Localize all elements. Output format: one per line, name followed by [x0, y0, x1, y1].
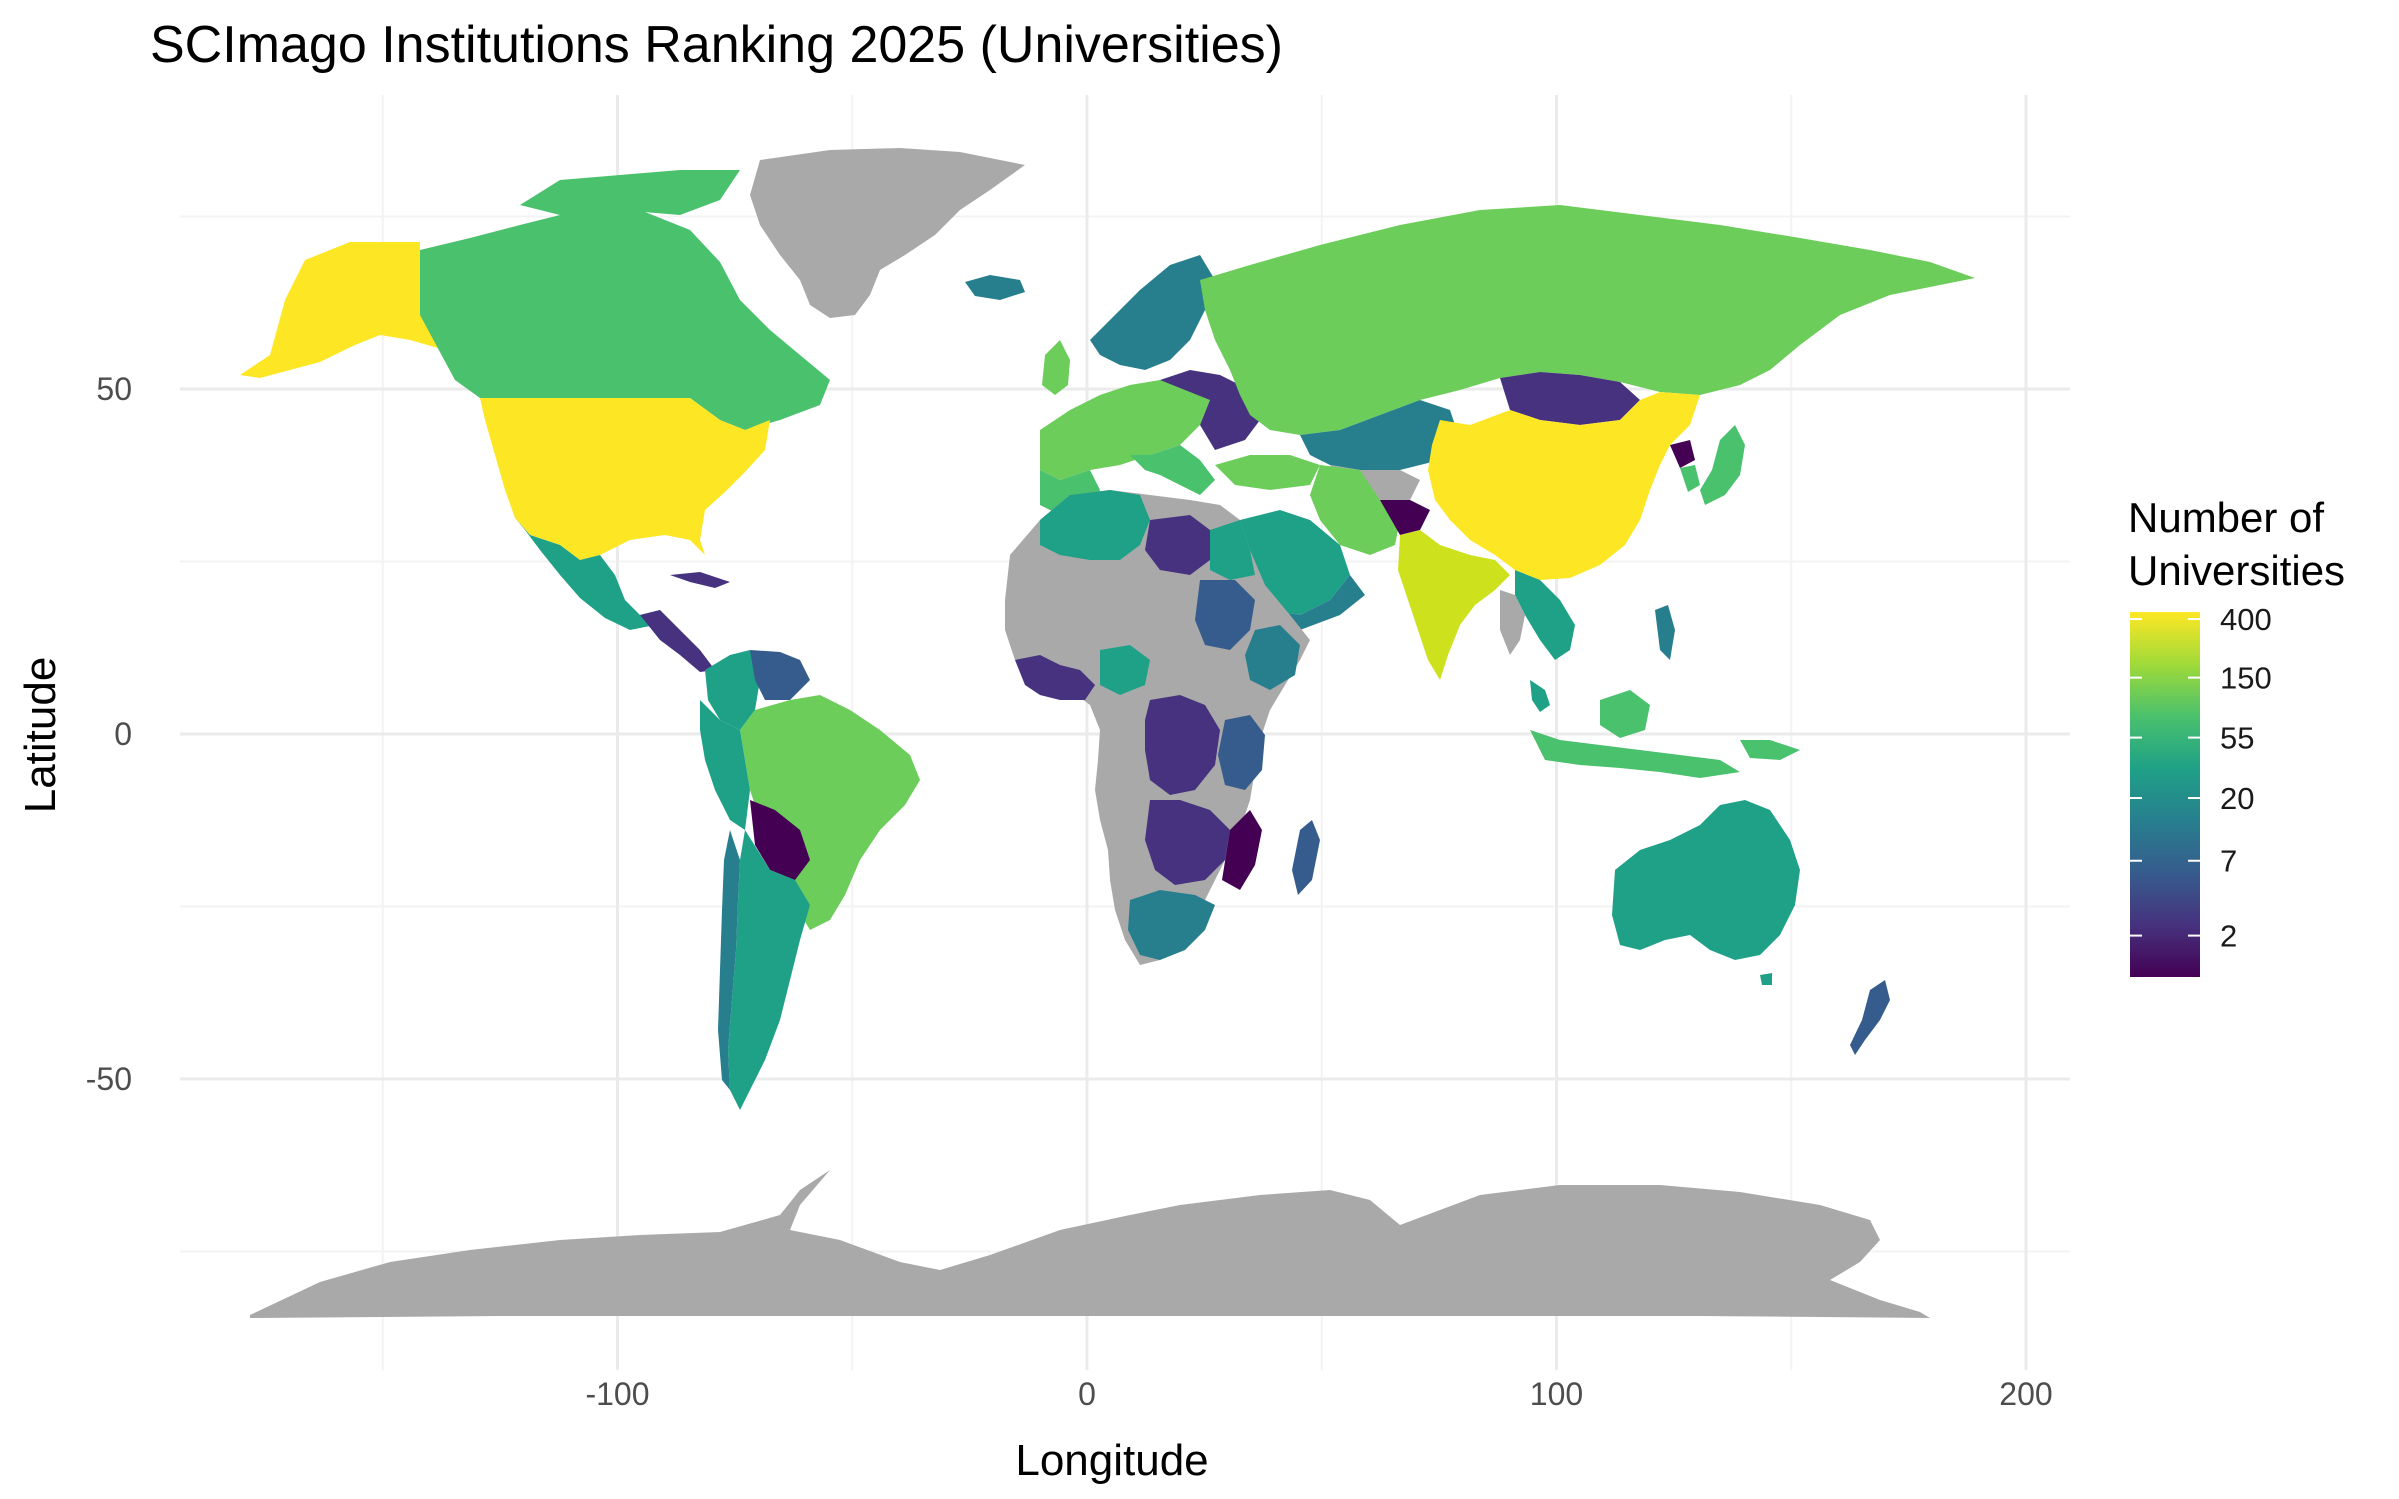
canada	[420, 205, 830, 430]
kazakhstan	[1300, 400, 1460, 470]
legend-colorbar	[2130, 612, 2200, 977]
turkey	[1215, 455, 1320, 490]
south-africa	[1128, 890, 1215, 960]
scandinavia	[1090, 255, 1215, 370]
mexico	[515, 518, 660, 630]
west-africa	[1015, 655, 1095, 700]
east-africa	[1218, 715, 1265, 790]
malaysia	[1530, 680, 1550, 712]
greenland	[750, 148, 1025, 318]
nigeria	[1100, 645, 1150, 695]
colombia	[705, 650, 760, 730]
ethiopia	[1245, 625, 1300, 690]
y-axis-title: Latitude	[16, 657, 65, 814]
egypt	[1210, 520, 1255, 580]
mongolia	[1500, 372, 1640, 425]
x-tick-label: 100	[1530, 1376, 1583, 1412]
iran	[1310, 465, 1400, 555]
legend-title-line1: Number of	[2128, 494, 2324, 541]
bolivia	[750, 800, 810, 880]
borneo	[1600, 690, 1650, 738]
russia	[1200, 205, 1975, 435]
legend-break-label: 2	[2220, 919, 2237, 954]
western-europe	[1040, 380, 1210, 480]
mozambique	[1222, 810, 1262, 890]
x-tick-label: 200	[1999, 1376, 2052, 1412]
south-korea	[1680, 465, 1700, 492]
land-masses	[240, 148, 1975, 1318]
iceland	[965, 275, 1025, 300]
new-zealand	[1850, 980, 1890, 1055]
india	[1398, 530, 1510, 680]
southern-africa-north	[1145, 800, 1230, 885]
china	[1428, 392, 1700, 580]
canada-arctic-islands	[520, 170, 740, 215]
philippines	[1655, 605, 1675, 660]
legend-break-label: 7	[2220, 844, 2237, 879]
antarctica	[250, 1170, 1930, 1318]
central-africa	[1145, 695, 1220, 795]
north-korea	[1670, 440, 1695, 468]
tasmania	[1760, 973, 1772, 985]
axes: -100 0 100 200 -50 0 50	[86, 371, 2053, 1412]
italy-balkans	[1130, 445, 1215, 495]
algeria-morocco	[1040, 490, 1150, 560]
indonesia	[1530, 730, 1740, 778]
argentina	[728, 830, 810, 1110]
sudan	[1195, 580, 1255, 650]
peru	[700, 700, 750, 830]
x-tick-label: 0	[1078, 1376, 1096, 1412]
new-guinea	[1740, 740, 1800, 760]
cuba	[670, 572, 730, 588]
x-tick-label: -100	[585, 1376, 649, 1412]
legend-break-label: 55	[2220, 721, 2254, 756]
southeast-asia	[1515, 570, 1575, 660]
japan	[1700, 425, 1745, 505]
united-kingdom	[1042, 340, 1070, 395]
legend-break-label: 20	[2220, 781, 2254, 816]
legend-break-label: 400	[2220, 602, 2272, 637]
eastern-europe	[1160, 370, 1260, 450]
y-tick-label: 0	[114, 716, 132, 752]
central-america	[640, 610, 715, 672]
chart-title: SCImago Institutions Ranking 2025 (Unive…	[150, 16, 1283, 74]
legend-break-label: 150	[2220, 661, 2272, 696]
alaska	[240, 242, 470, 378]
y-tick-label: 50	[96, 371, 132, 407]
legend: Number of Universities 400 150 55 20 7 2	[2128, 494, 2345, 977]
libya	[1145, 515, 1210, 575]
legend-title-line2: Universities	[2128, 547, 2345, 594]
australia	[1612, 800, 1800, 960]
afghanistan	[1380, 500, 1430, 535]
united-states	[480, 398, 770, 560]
madagascar	[1292, 820, 1320, 895]
y-tick-label: -50	[86, 1061, 132, 1097]
venezuela	[750, 650, 810, 700]
chile	[718, 830, 740, 1090]
yemen-oman	[1270, 575, 1365, 630]
myanmar-thailand	[1500, 590, 1525, 655]
x-axis-title: Longitude	[1015, 1436, 1208, 1485]
